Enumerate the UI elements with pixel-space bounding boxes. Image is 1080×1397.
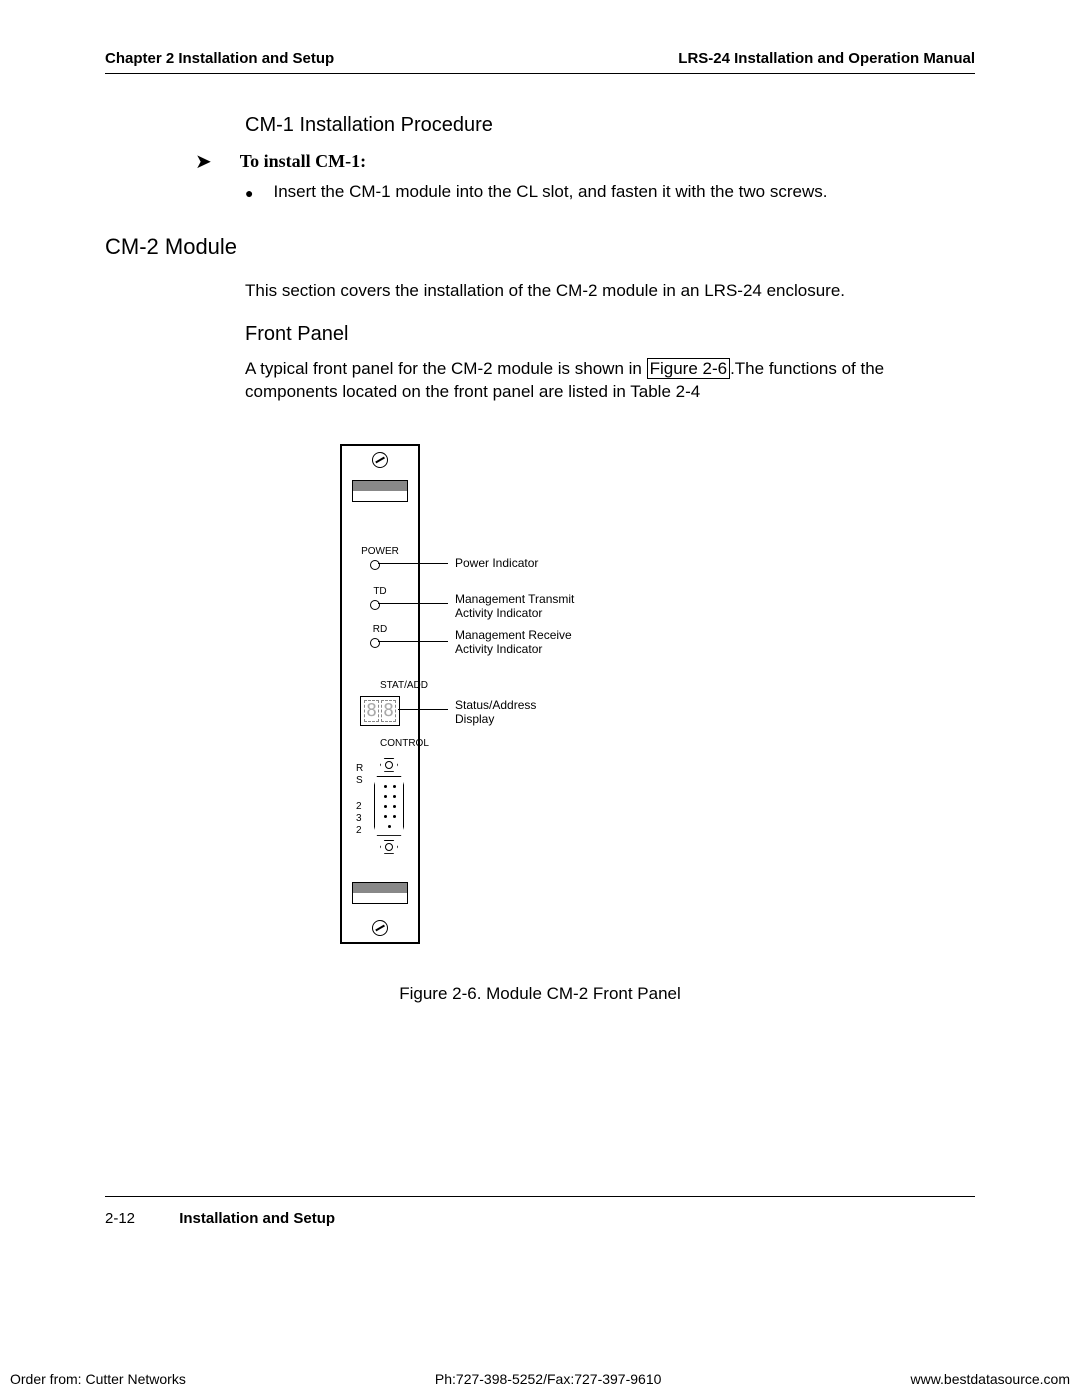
top-slot <box>352 480 408 502</box>
install-step: ● Insert the CM-1 module into the CL slo… <box>245 182 975 204</box>
order-url: www.bestdatasource.com <box>910 1371 1070 1387</box>
cm2-module-heading: CM-2 Module <box>105 234 975 260</box>
page-footer: 2-12 Installation and Setup <box>105 1210 975 1227</box>
callout-td-2: Activity Indicator <box>455 606 542 620</box>
install-step-text: Insert the CM-1 module into the CL slot,… <box>273 182 827 204</box>
footer-rule <box>105 1196 975 1197</box>
footer-title: Installation and Setup <box>179 1210 335 1227</box>
fp-text-a: A typical front panel for the CM-2 modul… <box>245 359 647 378</box>
bottom-hex-screw-icon <box>380 840 398 854</box>
callout-stat: Status/Address Display <box>455 698 536 727</box>
callout-td: Management Transmit Activity Indicator <box>455 592 574 621</box>
seven-segment-display: 8 8 <box>360 696 400 726</box>
control-label: CONTROL <box>380 738 429 749</box>
callout-rd-2: Activity Indicator <box>455 642 542 656</box>
page-number: 2-12 <box>105 1210 135 1227</box>
front-panel-text: A typical front panel for the CM-2 modul… <box>245 358 975 404</box>
order-phone: Ph:727-398-5252/Fax:727-397-9610 <box>435 1371 662 1387</box>
callout-power: Power Indicator <box>455 556 538 570</box>
top-hex-screw-icon <box>380 758 398 772</box>
rd-label: RD <box>373 624 387 635</box>
rs232-s: S <box>356 776 363 786</box>
leader-td <box>378 603 448 604</box>
figure-caption: Figure 2-6. Module CM-2 Front Panel <box>105 984 975 1004</box>
bullet-icon: ● <box>245 182 253 204</box>
header-left: Chapter 2 Installation and Setup <box>105 50 334 67</box>
page-header: Chapter 2 Installation and Setup LRS-24 … <box>105 50 975 74</box>
order-footer: Order from: Cutter Networks Ph:727-398-5… <box>0 1371 1080 1387</box>
module-outline: POWER TD RD STAT/ADD 8 8 CONTROL <box>340 444 420 944</box>
power-led-icon <box>370 560 380 570</box>
rs232-3: 3 <box>356 814 362 824</box>
td-led-icon <box>370 600 380 610</box>
to-install-row: ➤ To install CM-1: <box>195 149 975 174</box>
td-label: TD <box>373 586 386 597</box>
rs232-r: R <box>356 764 363 774</box>
statadd-label: STAT/ADD <box>380 680 428 691</box>
figure-2-6: POWER TD RD STAT/ADD 8 8 CONTROL <box>340 444 740 974</box>
leader-stat <box>398 709 448 710</box>
rs232-2a: 2 <box>356 802 362 812</box>
digit-1: 8 <box>364 700 379 722</box>
cm2-intro: This section covers the installation of … <box>245 280 975 303</box>
callout-td-1: Management Transmit <box>455 592 574 606</box>
callout-rd-1: Management Receive <box>455 628 572 642</box>
cm1-procedure-heading: CM-1 Installation Procedure <box>245 114 975 137</box>
db9-connector-icon <box>374 776 404 836</box>
order-from: Order from: Cutter Networks <box>10 1371 186 1387</box>
callout-rd: Management Receive Activity Indicator <box>455 628 572 657</box>
callout-stat-1: Status/Address <box>455 698 536 712</box>
digit-2: 8 <box>381 700 396 722</box>
top-screw-icon <box>372 452 388 468</box>
leader-power <box>378 563 448 564</box>
callout-stat-2: Display <box>455 712 494 726</box>
front-panel-heading: Front Panel <box>245 323 975 346</box>
bottom-screw-icon <box>372 920 388 936</box>
to-install-label: To install CM-1: <box>240 151 366 172</box>
arrow-icon: ➤ <box>195 149 212 174</box>
figure-link[interactable]: Figure 2-6 <box>647 358 730 379</box>
power-label: POWER <box>361 546 399 557</box>
leader-rd <box>378 641 448 642</box>
bottom-slot <box>352 882 408 904</box>
rd-led-icon <box>370 638 380 648</box>
rs232-2b: 2 <box>356 826 362 836</box>
header-right: LRS-24 Installation and Operation Manual <box>678 50 975 67</box>
document-page: Chapter 2 Installation and Setup LRS-24 … <box>0 0 1080 1004</box>
